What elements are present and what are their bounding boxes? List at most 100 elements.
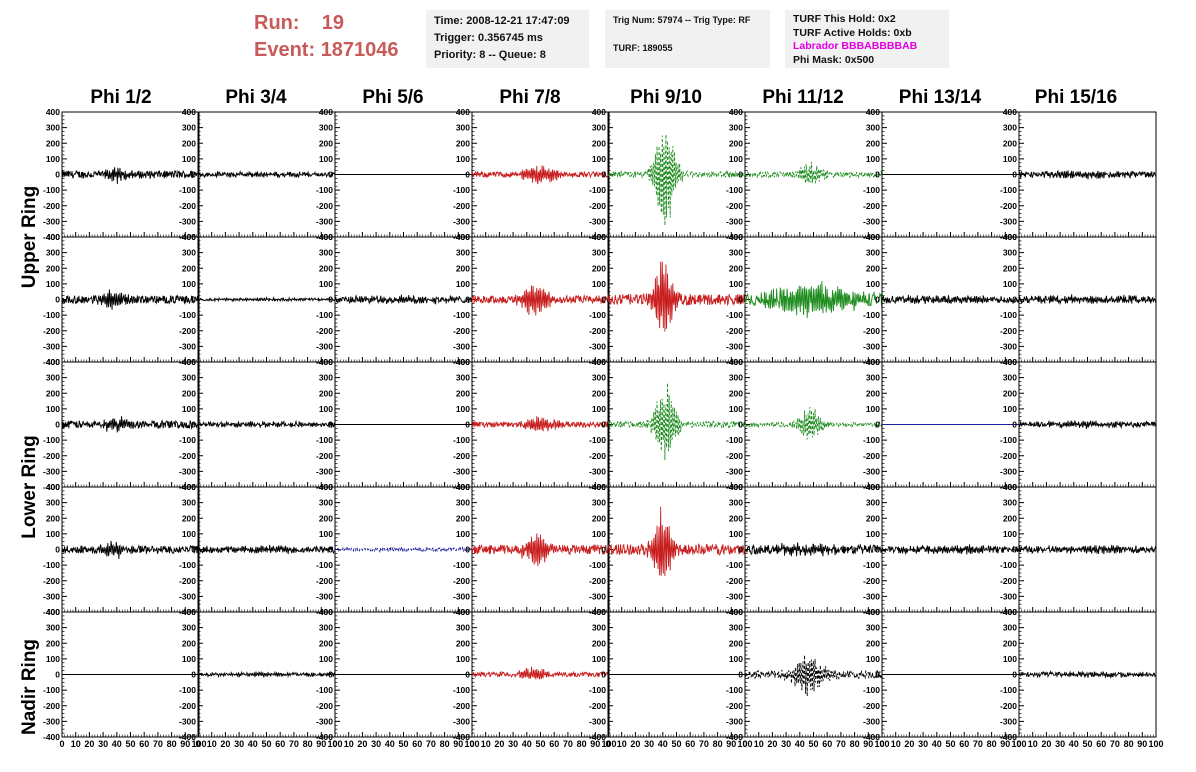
y-tick-label: 400 [866, 107, 880, 117]
y-tick-label: 100 [592, 654, 606, 664]
y-tick-label: -200 [316, 326, 333, 336]
y-tick-label: 400 [592, 607, 606, 617]
x-tick-label: 40 [385, 739, 395, 749]
waveform-series-r4-c1 [197, 670, 336, 679]
x-tick-label: 90 [316, 739, 326, 749]
y-tick-label: -200 [43, 201, 60, 211]
y-tick-label: 200 [729, 138, 743, 148]
y-tick-label: -300 [1000, 716, 1017, 726]
y-tick-label: 300 [319, 373, 333, 383]
y-tick-label: -200 [316, 451, 333, 461]
y-tick-label: 100 [319, 279, 333, 289]
x-tick-label: 80 [713, 739, 723, 749]
y-tick-label: 200 [319, 513, 333, 523]
x-tick-label: 50 [945, 739, 955, 749]
y-tick-label: 100 [729, 404, 743, 414]
y-tick-label: -100 [453, 560, 470, 570]
priority-text: Priority: 8 -- Queue: 8 [434, 49, 546, 61]
y-tick-label: 300 [592, 123, 606, 133]
y-tick-label: 300 [456, 373, 470, 383]
y-tick-label: -300 [726, 216, 743, 226]
y-tick-label: 400 [592, 482, 606, 492]
y-tick-label: 100 [319, 654, 333, 664]
col-title-6: Phi 11/12 [762, 87, 844, 108]
y-tick-label: -200 [43, 451, 60, 461]
y-tick-label: 400 [592, 357, 606, 367]
y-tick-label: 100 [456, 154, 470, 164]
y-tick-label: -300 [589, 466, 606, 476]
x-tick-label: 10 [344, 739, 354, 749]
waveform-series-r2-c1 [197, 419, 336, 429]
x-tick-label: 90 [1000, 739, 1010, 749]
y-tick-label: 0 [875, 170, 880, 180]
y-tick-label: 0 [875, 545, 880, 555]
y-tick-label: -200 [726, 701, 743, 711]
y-tick-label: 200 [456, 513, 470, 523]
y-tick-label: -100 [863, 685, 880, 695]
y-tick-label: 300 [182, 623, 196, 633]
y-tick-label: 200 [1003, 138, 1017, 148]
y-tick-label: -200 [43, 326, 60, 336]
y-tick-label: 400 [319, 607, 333, 617]
waveform-series-r0-c7 [1018, 169, 1157, 180]
turf-info-box: TURF This Hold: 0x2 TURF Active Holds: 0… [785, 10, 949, 68]
y-tick-label: -100 [589, 560, 606, 570]
y-tick-label: 400 [1003, 232, 1017, 242]
y-tick-label: -100 [589, 185, 606, 195]
y-tick-label: -100 [316, 310, 333, 320]
y-tick-label: 400 [1003, 607, 1017, 617]
y-tick-label: -200 [1000, 326, 1017, 336]
y-tick-label: 200 [1003, 513, 1017, 523]
waveform-series-r1-c7 [1018, 294, 1157, 306]
x-tick-label: 80 [987, 739, 997, 749]
x-tick-label: 90 [1137, 739, 1147, 749]
y-tick-label: 100 [729, 154, 743, 164]
y-tick-label: -300 [863, 716, 880, 726]
y-tick-label: 200 [182, 138, 196, 148]
x-tick-label: 100 [1148, 739, 1163, 749]
y-tick-label: 100 [46, 279, 60, 289]
y-tick-label: -300 [179, 341, 196, 351]
waveform-series-r1-c3 [471, 285, 610, 316]
y-tick-label: 300 [46, 248, 60, 258]
y-tick-label: 300 [319, 248, 333, 258]
x-tick-label: 20 [904, 739, 914, 749]
y-tick-label: -200 [179, 576, 196, 586]
y-tick-label: 0 [55, 420, 60, 430]
y-tick-label: 300 [46, 498, 60, 508]
waveform-series-r4-c7 [1018, 669, 1157, 679]
y-tick-label: 0 [55, 545, 60, 555]
y-tick-label: 200 [592, 388, 606, 398]
y-tick-label: 300 [46, 123, 60, 133]
y-tick-label: -100 [179, 435, 196, 445]
y-tick-label: 400 [729, 607, 743, 617]
y-tick-label: -300 [179, 591, 196, 601]
y-tick-label: -200 [453, 201, 470, 211]
y-tick-label: 300 [866, 248, 880, 258]
y-tick-label: 200 [592, 513, 606, 523]
y-tick-label: 100 [729, 654, 743, 664]
y-tick-label: 300 [729, 498, 743, 508]
x-tick-label: 70 [1110, 739, 1120, 749]
y-tick-label: -100 [589, 435, 606, 445]
y-tick-label: -100 [726, 685, 743, 695]
y-tick-label: -100 [43, 685, 60, 695]
y-tick-label: 100 [182, 404, 196, 414]
y-tick-label: 0 [328, 170, 333, 180]
x-tick-label: 40 [658, 739, 668, 749]
y-tick-label: -400 [1000, 732, 1017, 742]
y-tick-label: -100 [453, 310, 470, 320]
x-tick-label: 0 [605, 739, 610, 749]
waveform-series-r3-c5 [744, 542, 883, 557]
waveform-series-r1-c1 [197, 295, 336, 303]
y-tick-label: 100 [319, 404, 333, 414]
y-tick-label: -300 [726, 466, 743, 476]
waveform-series-r0-c4 [607, 134, 746, 226]
y-tick-label: 100 [456, 529, 470, 539]
x-tick-label: 70 [563, 739, 573, 749]
y-tick-label: -100 [726, 310, 743, 320]
trig-num-text: Trig Num: 57974 -- Trig Type: RF [613, 15, 751, 25]
y-tick-label: -300 [316, 216, 333, 226]
x-tick-label: 80 [303, 739, 313, 749]
